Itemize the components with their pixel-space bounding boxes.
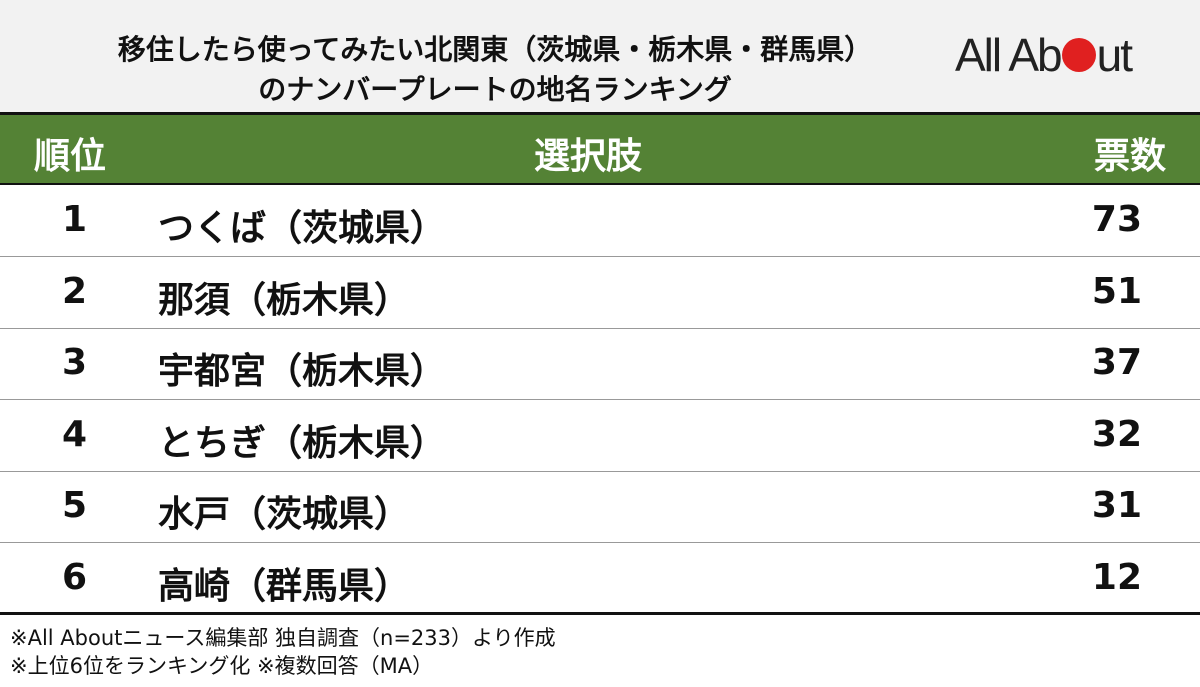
table-header: 順位 選択肢 票数 xyxy=(0,115,1200,183)
table-row: 3 宇都宮（栃木県） 37 xyxy=(0,328,1200,400)
logo-red-dot-icon xyxy=(1061,38,1096,72)
choice-cell: 高崎（群馬県） xyxy=(158,565,411,607)
table-row: 4 とちぎ（栃木県） 32 xyxy=(0,400,1200,472)
rank-cell: 1 xyxy=(62,199,88,240)
votes-cell: 37 xyxy=(1091,342,1142,383)
title-line-2: のナンバープレートの地名ランキング xyxy=(258,73,732,106)
votes-cell: 31 xyxy=(1091,485,1142,526)
header-choice: 選択肢 xyxy=(534,136,643,177)
rank-cell: 5 xyxy=(62,485,88,526)
choice-cell: とちぎ（栃木県） xyxy=(158,422,447,464)
footnote-2: ※上位6位をランキング化 ※複数回答（MA） xyxy=(10,654,434,678)
votes-cell: 12 xyxy=(1091,556,1142,598)
divider xyxy=(0,183,1200,185)
header-rank: 順位 xyxy=(34,136,107,177)
title-band: 移住したら使ってみたい北関東（茨城県・栃木県・群馬県） のナンバープレートの地名… xyxy=(0,0,1200,113)
rank-cell: 4 xyxy=(62,413,88,455)
votes-cell: 73 xyxy=(1091,199,1142,240)
footnote-1: ※All Aboutニュース編集部 独自調査（n=233）より作成 xyxy=(10,626,556,650)
choice-cell: 水戸（茨城県） xyxy=(158,494,411,535)
table-row: 6 高崎（群馬県） 12 xyxy=(0,543,1200,615)
votes-cell: 51 xyxy=(1091,270,1142,312)
choice-cell: つくば（茨城県） xyxy=(158,208,447,249)
title-line-1: 移住したら使ってみたい北関東（茨城県・栃木県・群馬県） xyxy=(117,33,873,66)
all-about-logo: All Ab ut xyxy=(955,29,1133,81)
divider xyxy=(0,112,1200,115)
choice-cell: 那須（栃木県） xyxy=(158,279,411,321)
rank-cell: 3 xyxy=(62,342,88,383)
choice-cell: 宇都宮（栃木県） xyxy=(158,351,447,392)
divider xyxy=(0,612,1200,615)
table-row: 2 那須（栃木県） 51 xyxy=(0,257,1200,329)
header-votes: 票数 xyxy=(1093,136,1166,177)
votes-cell: 32 xyxy=(1091,413,1142,455)
table-row: 1 つくば（茨城県） 73 xyxy=(0,185,1200,257)
rank-cell: 6 xyxy=(62,556,88,598)
rank-cell: 2 xyxy=(62,270,88,312)
table-row: 5 水戸（茨城県） 31 xyxy=(0,471,1200,543)
